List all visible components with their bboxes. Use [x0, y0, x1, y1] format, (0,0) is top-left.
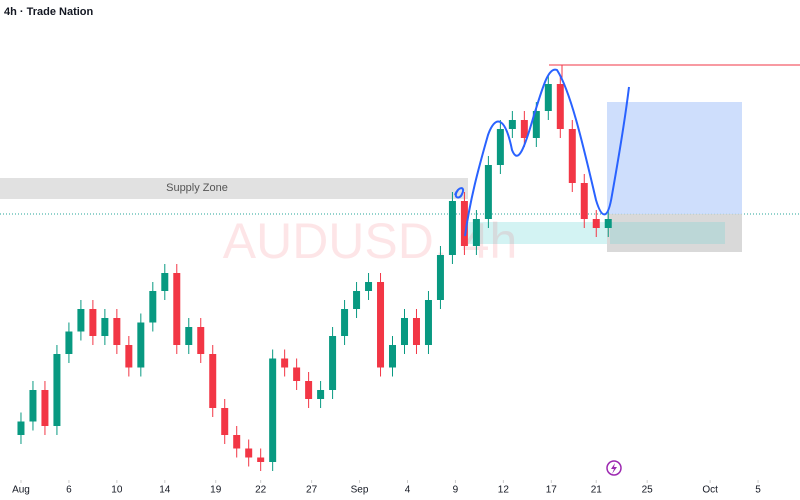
supply-zone-label: Supply Zone	[166, 182, 228, 194]
chart-title: 4h · Trade Nation	[4, 6, 94, 18]
candle-body	[293, 367, 301, 381]
supply-zone	[0, 178, 468, 199]
candle-body	[400, 318, 408, 345]
candle-body	[77, 309, 85, 332]
x-tick-label: 6	[66, 485, 72, 496]
candle-body	[365, 282, 373, 291]
x-tick-label: Sep	[351, 485, 369, 496]
candle-body	[544, 84, 552, 111]
watermark: AUDUSD, 4h	[223, 213, 518, 269]
candle-body	[281, 358, 289, 368]
candle-body	[329, 336, 337, 390]
candle-body	[604, 219, 612, 228]
target-zone	[607, 102, 742, 214]
x-tick-label: 22	[255, 485, 267, 496]
candle-body	[317, 390, 325, 399]
candle-body	[269, 358, 277, 462]
candle-body	[149, 291, 157, 323]
candle-body	[197, 327, 205, 354]
candle-body	[412, 318, 420, 345]
candle-body	[41, 390, 49, 426]
candle-body	[484, 165, 492, 219]
candle-body	[209, 354, 217, 408]
candle-body	[89, 309, 97, 336]
x-tick-label: 10	[111, 485, 123, 496]
candle-body	[161, 273, 169, 291]
candle-body	[508, 120, 516, 129]
candle-body	[460, 201, 468, 246]
x-tick-label: 14	[159, 485, 171, 496]
candle-body	[377, 282, 385, 368]
projection-curve	[454, 68, 630, 237]
candle-body	[389, 345, 397, 368]
candle-body	[580, 183, 588, 219]
x-tick-label: Oct	[702, 485, 718, 496]
candle-body	[185, 327, 193, 345]
candle-body	[305, 381, 313, 399]
candle-body	[221, 408, 229, 435]
candle-body	[245, 448, 253, 458]
candle-body	[472, 219, 480, 246]
event-icon	[606, 460, 622, 476]
candle-body	[17, 421, 25, 435]
candle-body	[113, 318, 121, 345]
candle-body	[29, 390, 37, 422]
candle-body	[532, 111, 540, 138]
x-tick-label: 5	[755, 485, 761, 496]
candle-body	[53, 354, 61, 426]
candle-body	[424, 300, 432, 345]
x-tick-label: 19	[210, 485, 222, 496]
x-tick-label: 25	[642, 485, 654, 496]
candle-body	[520, 120, 528, 138]
x-tick-label: 21	[591, 485, 603, 496]
x-tick-label: Aug	[12, 485, 30, 496]
candle-body	[101, 318, 109, 336]
candle-body	[496, 129, 504, 165]
candle-body	[125, 345, 133, 368]
candle-body	[137, 322, 145, 368]
x-tick-label: 27	[306, 485, 318, 496]
candle-body	[568, 129, 576, 183]
demand-zone	[468, 222, 607, 244]
candle-body	[556, 84, 564, 129]
candle-body	[448, 201, 456, 255]
candle-body	[592, 219, 600, 228]
candle-body	[257, 457, 265, 462]
event-bolt	[611, 463, 617, 474]
candle-body	[65, 331, 73, 354]
candle-body	[341, 309, 349, 336]
candle-body	[173, 273, 181, 345]
candle-body	[353, 291, 361, 309]
x-tick-label: 17	[546, 485, 558, 496]
x-tick-label: 12	[498, 485, 510, 496]
candles	[17, 75, 612, 471]
candle-body	[436, 255, 444, 300]
entry-zone	[610, 222, 725, 244]
x-tick-label: 4	[405, 485, 411, 496]
x-tick-label: 9	[453, 485, 459, 496]
candle-body	[233, 435, 241, 449]
